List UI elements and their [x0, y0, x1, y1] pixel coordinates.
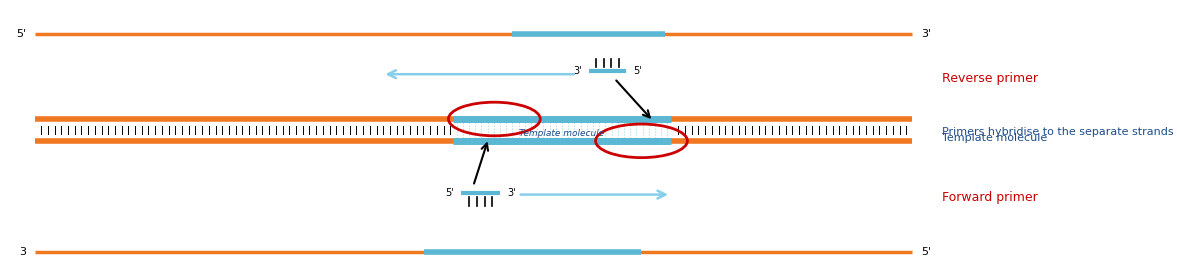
Text: 3': 3' — [922, 29, 932, 39]
Text: 5': 5' — [633, 66, 641, 76]
Text: Forward primer: Forward primer — [942, 191, 1037, 204]
Text: Primers hybridise to the separate strands: Primers hybridise to the separate strand… — [942, 127, 1173, 137]
Text: 3': 3' — [573, 66, 581, 76]
Text: 5': 5' — [446, 188, 454, 198]
Text: 3: 3 — [19, 247, 26, 257]
Text: Reverse primer: Reverse primer — [942, 72, 1038, 85]
Text: 3': 3' — [507, 188, 516, 198]
Text: 5': 5' — [15, 29, 26, 39]
Text: 5': 5' — [922, 247, 932, 257]
Text: Template molecule: Template molecule — [519, 129, 605, 137]
Text: Template molecule: Template molecule — [942, 133, 1046, 143]
